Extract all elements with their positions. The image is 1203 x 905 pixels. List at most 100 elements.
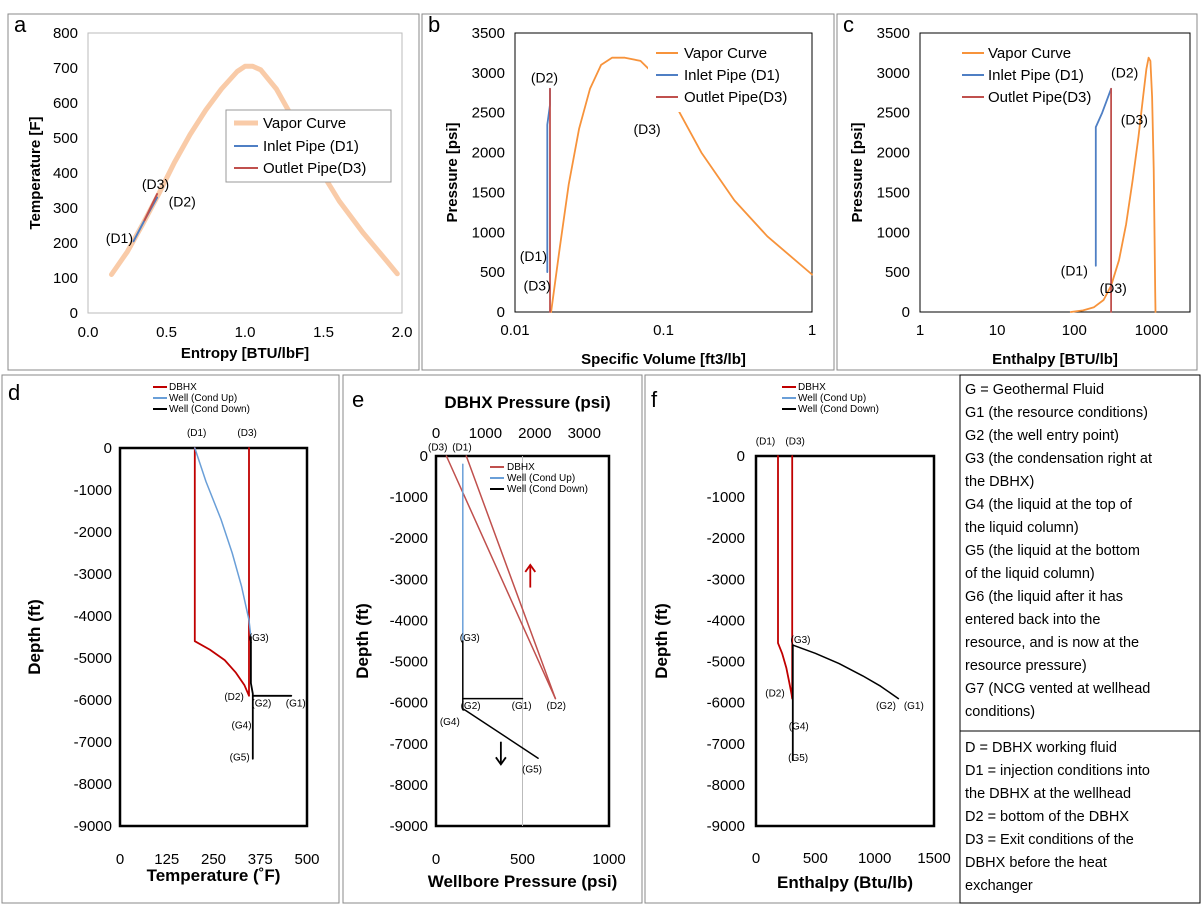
y-tick-label: -5000	[74, 650, 112, 667]
x-tick-label: 0.0	[78, 324, 99, 341]
y-tick-label: 500	[53, 130, 78, 147]
series-line-e-4	[462, 697, 539, 759]
legend-f: DBHX Well (Cond Up) Well (Cond Down)	[782, 382, 879, 415]
y-tick-label: -9000	[390, 818, 428, 835]
plot-frame-d	[118, 446, 309, 828]
y-tick-label: -9000	[74, 818, 112, 835]
key-d-frame	[959, 730, 1201, 904]
key-g-line: the liquid column)	[965, 520, 1079, 536]
legend-b-item-1: Inlet Pipe (D1)	[684, 67, 780, 84]
legend-f-item-0: DBHX	[798, 382, 826, 393]
point-annotation: (D3)	[142, 176, 169, 192]
y-tick-label: 0	[902, 304, 910, 321]
y-tick-label: 500	[885, 264, 910, 281]
key-d-line: D1 = injection conditions into	[965, 763, 1150, 779]
legend-b: Vapor Curve Inlet Pipe (D1) Outlet Pipe(…	[648, 40, 808, 112]
y-tick-label: -6000	[74, 692, 112, 709]
point-annotation: (G1)	[286, 699, 306, 710]
plot-frame-c	[919, 32, 1191, 313]
legend-a-item-2: Outlet Pipe(D3)	[263, 160, 366, 177]
key-g-line: G4 (the liquid at the top of	[965, 497, 1133, 513]
y-tick-label: -8000	[707, 777, 745, 794]
y-tick-label: 0	[737, 448, 745, 465]
key-g-line: resource, and is now at the	[965, 635, 1139, 651]
y-tick-label: 1500	[472, 184, 505, 201]
x-tick-label: 125	[154, 851, 179, 868]
chart-a: a 0 100 200 300 400 500 600 700 800 0.0 0.5 1.0 1.5 2.…	[14, 12, 412, 362]
point-annotation: (D3)	[1100, 280, 1127, 296]
panel-d-frame	[1, 374, 340, 904]
y-tick-label: 600	[53, 95, 78, 112]
x-tick-label: 1	[808, 322, 816, 339]
y-tick-label: -5000	[390, 654, 428, 671]
y-tick-label: 3000	[877, 65, 910, 82]
plot-frame-a	[87, 32, 403, 314]
point-annotation: (D1)	[187, 428, 206, 439]
y-tick-label: 700	[53, 60, 78, 77]
x-axis-label: Entropy [BTU/lbF]	[181, 345, 309, 362]
panel-e-frame	[342, 374, 643, 904]
point-annotation: (D1)	[1061, 262, 1088, 278]
y-tick-label: -1000	[74, 482, 112, 499]
key-d: D = DBHX working fluid D1 = injection co…	[965, 740, 1150, 894]
x-tick-label: 1000	[592, 851, 625, 868]
y-tick-label: 0	[70, 305, 78, 322]
y-tick-label: 0	[497, 304, 505, 321]
point-annotation: (G2)	[876, 701, 896, 712]
series-line-a-0	[109, 63, 400, 277]
series-line-d-2	[249, 636, 293, 760]
point-annotation: (G5)	[788, 753, 808, 764]
legend-c-item-1: Inlet Pipe (D1)	[988, 67, 1084, 84]
y-tick-label: 500	[480, 264, 505, 281]
point-annotation: (G4)	[440, 717, 460, 728]
key-g-line: G6 (the liquid after it has	[965, 589, 1123, 605]
y-tick-label: -2000	[707, 530, 745, 547]
x-tick-label: 375	[248, 851, 273, 868]
y-tick-label: -7000	[707, 736, 745, 753]
chart-c: c 0 500 1000 1500 2000 2500 3000 3500 1 10 100 1000 E…	[843, 12, 1191, 368]
y-tick-label: 200	[53, 235, 78, 252]
chart-f: f 0 -1000 -2000 -3000 -4000 -5000 -6000 -7000 -80…	[651, 387, 951, 892]
x-axis-label: Specific Volume [ft3/lb]	[581, 351, 746, 368]
x-tick-label: 1500	[917, 850, 950, 867]
point-annotation: (D2)	[1111, 65, 1138, 81]
x-tick-label: 10	[989, 322, 1006, 339]
y-axis-label: Depth (ft)	[25, 599, 44, 675]
y-tick-label: -6000	[707, 695, 745, 712]
key-g-line: entered back into the	[965, 612, 1100, 628]
chart-e: e 0 -1000 -2000 -3000 -4000 -5000 -6000 -7000 -80…	[352, 387, 626, 891]
x-tick-label: 500	[294, 851, 319, 868]
y-tick-label: 2500	[877, 105, 910, 122]
point-annotation: (G4)	[789, 721, 809, 732]
y-tick-label: 2500	[472, 105, 505, 122]
plot-frame-b	[514, 32, 813, 313]
point-annotation: (D3)	[633, 121, 660, 137]
y-tick-label: 0	[104, 440, 112, 457]
x-tick-label: 0.1	[653, 322, 674, 339]
y-tick-label: 3000	[472, 65, 505, 82]
x-axis-label: Enthalpy [BTU/lb]	[992, 351, 1118, 368]
x-tick-label: 0	[116, 851, 124, 868]
y-tick-label: 400	[53, 165, 78, 182]
x-tick-label: 1.5	[313, 324, 334, 341]
y-tick-label: -5000	[707, 654, 745, 671]
key-g-line: G7 (NCG vented at wellhead	[965, 681, 1150, 697]
x-tick-label: 500	[510, 851, 535, 868]
y-axis-label: Temperature [F]	[27, 116, 44, 229]
series-line-e-0	[445, 455, 557, 700]
y-tick-label: -2000	[390, 530, 428, 547]
series-line-a-2	[143, 193, 159, 222]
key-d-line: D2 = bottom of the DBHX	[965, 809, 1129, 825]
y-tick-label: 300	[53, 200, 78, 217]
panel-letter-a: a	[14, 12, 27, 37]
series-line-d-1	[194, 447, 252, 638]
point-annotation: (G1)	[512, 701, 532, 712]
point-annotation: (G3)	[460, 633, 480, 644]
point-annotation: (D2)	[224, 692, 243, 703]
x2-axis-label: DBHX Pressure (psi)	[444, 393, 610, 412]
legend-f-item-2: Well (Cond Down)	[798, 404, 879, 415]
key-g-line: G2 (the well entry point)	[965, 428, 1119, 444]
x-tick-label: 0.01	[500, 322, 529, 339]
panel-c-frame	[836, 13, 1198, 371]
